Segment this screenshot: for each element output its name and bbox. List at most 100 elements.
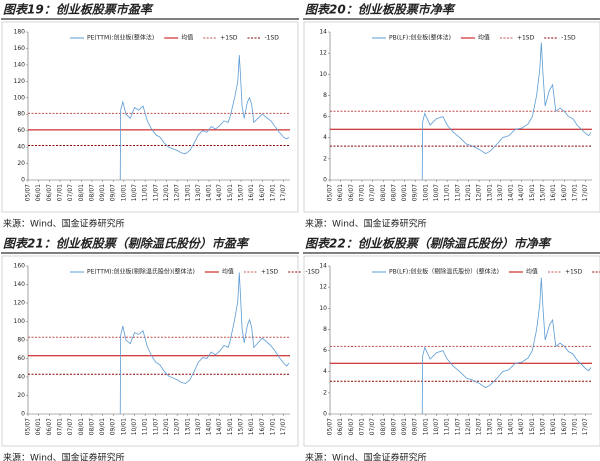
x-tick-label: 07/07 — [369, 418, 376, 435]
x-tick-label: 09/01 — [401, 184, 408, 201]
x-tick-label: 17/01 — [269, 418, 276, 435]
y-tick-label: 180 — [14, 29, 26, 36]
series-line — [119, 54, 290, 181]
x-tick-label: 12/07 — [174, 184, 181, 201]
x-tick-label: 10/07 — [131, 184, 138, 201]
x-tick-label: 09/01 — [401, 418, 408, 435]
x-tick-label: 13/07 — [497, 418, 504, 435]
source-note: 来源：Wind、国金证券研究所 — [305, 218, 427, 230]
y-tick-label: 100 — [14, 94, 26, 101]
y-tick-label: 60 — [17, 355, 25, 362]
source-note: 来源：Wind、国金证券研究所 — [3, 452, 125, 461]
y-tick-label: 140 — [14, 281, 26, 288]
x-tick-label: 06/07 — [46, 418, 53, 435]
series-line — [421, 277, 592, 415]
x-tick-label: 08/01 — [380, 184, 387, 201]
x-tick-label: 12/01 — [163, 418, 170, 435]
chart-title: 图表20：创业板股票市净率 — [305, 3, 456, 17]
x-tick-label: 07/01 — [56, 418, 63, 435]
x-tick-label: 16/07 — [561, 184, 568, 201]
x-tick-label: 06/01 — [337, 184, 344, 201]
y-tick-label: 14 — [319, 29, 327, 36]
legend-label: PE(TTM):创业板(整体法) — [87, 34, 154, 42]
x-tick-label: 06/07 — [46, 184, 53, 201]
y-tick-label: 160 — [14, 263, 26, 270]
x-tick-label: 05/07 — [25, 418, 32, 435]
x-tick-label: 17/07 — [582, 418, 589, 435]
x-tick-label: 09/07 — [110, 184, 117, 201]
x-tick-label: 13/01 — [486, 184, 493, 201]
x-tick-label: 14/01 — [206, 184, 213, 201]
y-tick-label: 8 — [323, 326, 327, 333]
legend-label: 均值 — [181, 34, 193, 42]
x-tick-label: 08/07 — [390, 418, 397, 435]
y-tick-label: 0 — [323, 177, 327, 184]
x-tick-label: 13/01 — [184, 184, 191, 201]
x-tick-label: 16/01 — [550, 184, 557, 201]
x-tick-label: 08/01 — [78, 184, 85, 201]
x-tick-label: 17/07 — [280, 184, 287, 201]
y-tick-label: 100 — [14, 318, 26, 325]
y-tick-label: 80 — [17, 337, 25, 344]
x-tick-label: 14/07 — [216, 418, 223, 435]
legend-label: -1SD — [305, 269, 320, 276]
y-tick-label: 120 — [14, 78, 26, 85]
x-tick-label: 06/01 — [35, 184, 42, 201]
x-tick-label: 09/01 — [99, 418, 106, 435]
x-tick-label: 14/07 — [518, 184, 525, 201]
x-tick-label: 13/07 — [195, 418, 202, 435]
x-tick-label: 10/01 — [120, 418, 127, 435]
x-tick-label: 05/07 — [25, 184, 32, 201]
x-tick-label: 15/07 — [540, 418, 547, 435]
x-tick-label: 10/01 — [120, 184, 127, 201]
y-tick-label: 0 — [21, 177, 25, 184]
x-tick-label: 13/07 — [497, 184, 504, 201]
x-tick-label: 11/07 — [454, 184, 461, 201]
chart-title: 图表19：创业板股票市盈率 — [3, 3, 154, 17]
x-tick-label: 16/01 — [248, 418, 255, 435]
x-tick-label: 10/07 — [433, 184, 440, 201]
x-tick-label: 12/07 — [476, 184, 483, 201]
legend-label: PB(LF):创业板（剔除温氏股份）(整体法) — [389, 268, 499, 276]
x-tick-label: 11/01 — [444, 418, 451, 435]
x-tick-label: 07/07 — [67, 418, 74, 435]
x-tick-label: 10/07 — [433, 418, 440, 435]
x-tick-label: 07/01 — [56, 184, 63, 201]
x-tick-label: 08/01 — [380, 418, 387, 435]
y-tick-label: 4 — [323, 368, 327, 375]
x-tick-label: 14/01 — [508, 418, 515, 435]
x-tick-label: 08/07 — [88, 184, 95, 201]
y-tick-label: 140 — [14, 61, 26, 68]
x-tick-label: 09/07 — [412, 184, 419, 201]
x-tick-label: 07/07 — [369, 184, 376, 201]
x-tick-label: 13/01 — [184, 418, 191, 435]
x-tick-label: 12/01 — [465, 184, 472, 201]
x-tick-label: 15/01 — [227, 418, 234, 435]
legend-label: -1SD — [265, 35, 280, 42]
x-tick-label: 14/01 — [508, 184, 515, 201]
x-tick-label: 11/07 — [152, 184, 159, 201]
x-tick-label: 07/01 — [358, 418, 365, 435]
x-tick-label: 15/01 — [227, 184, 234, 201]
x-tick-label: 11/01 — [142, 184, 149, 201]
legend-label: -1SD — [561, 35, 576, 42]
legend-label: +1SD — [517, 35, 535, 42]
y-tick-label: 80 — [17, 111, 25, 118]
x-tick-label: 17/01 — [269, 184, 276, 201]
legend-label: 均值 — [478, 34, 490, 42]
y-tick-label: 20 — [17, 160, 25, 167]
x-tick-label: 12/01 — [465, 418, 472, 435]
x-tick-label: 15/07 — [238, 418, 245, 435]
y-tick-label: 2 — [323, 155, 327, 162]
chart-frame — [303, 21, 600, 213]
x-tick-label: 07/01 — [358, 184, 365, 201]
x-tick-label: 08/01 — [78, 418, 85, 435]
chart-frame — [303, 255, 600, 447]
x-tick-label: 06/07 — [348, 184, 355, 201]
y-tick-label: 0 — [21, 411, 25, 418]
x-tick-label: 05/07 — [327, 418, 334, 435]
legend-label: +1SD — [220, 35, 238, 42]
x-tick-label: 09/07 — [110, 418, 117, 435]
x-tick-label: 07/07 — [67, 184, 74, 201]
